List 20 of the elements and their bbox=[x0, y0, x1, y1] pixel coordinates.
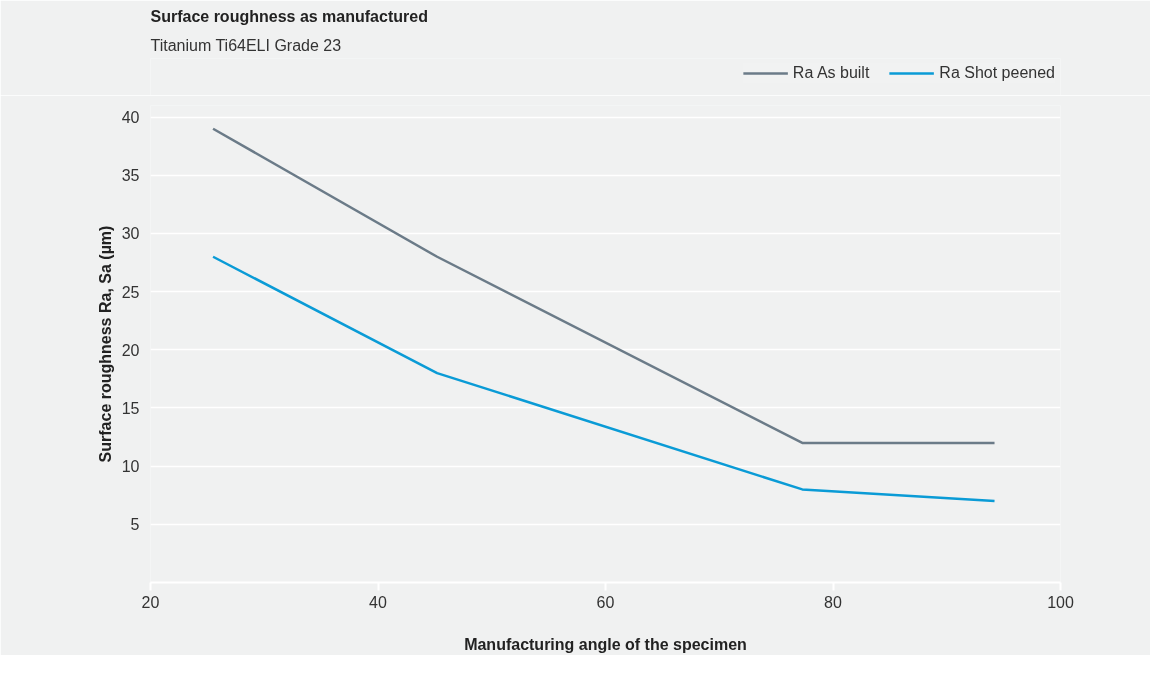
x-tick-label: 40 bbox=[369, 593, 387, 611]
x-tick-label: 20 bbox=[141, 593, 160, 611]
chart-subtitle: Titanium Ti64ELI Grade 23 bbox=[150, 36, 342, 54]
y-tick-label: 20 bbox=[121, 341, 140, 359]
y-tick-label: 30 bbox=[121, 225, 140, 243]
y-tick-label: 10 bbox=[121, 458, 140, 476]
line-series bbox=[211, 255, 996, 503]
y-tick-label: 25 bbox=[121, 283, 140, 301]
x-tick-label: 80 bbox=[824, 593, 842, 611]
x-axis-title: Manufacturing angle of the specimen bbox=[464, 635, 747, 653]
legend-label: Ra Shot peened bbox=[939, 64, 1055, 82]
y-axis-title: Surface roughness Ra, Sa (µm) bbox=[96, 225, 114, 463]
chart-title: Surface roughness as manufactured bbox=[150, 7, 428, 25]
legend-label: Ra As built bbox=[792, 64, 870, 82]
x-tick-label: 60 bbox=[596, 593, 615, 611]
y-tick-label: 5 bbox=[130, 516, 140, 534]
y-tick-label: 40 bbox=[121, 109, 140, 127]
y-tick-label: 15 bbox=[121, 399, 140, 417]
x-tick-label: 100 bbox=[1047, 593, 1074, 611]
y-tick-label: 35 bbox=[121, 167, 140, 185]
